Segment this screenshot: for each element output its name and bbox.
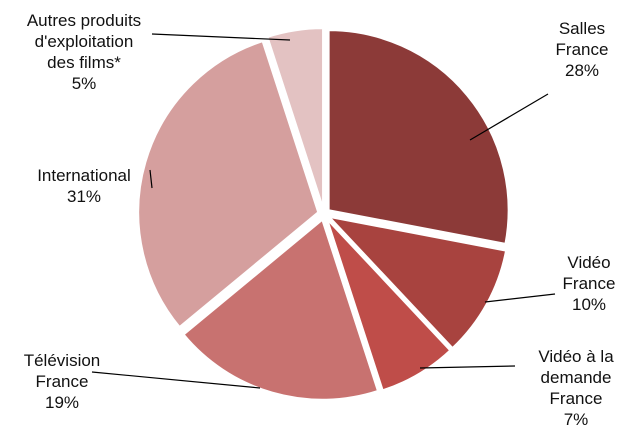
slice-label-line: 5% [72, 74, 97, 93]
slice-label-line: demande [541, 368, 612, 387]
slice-label-line: Télévision [24, 351, 101, 370]
slice-label-line: 7% [564, 410, 589, 429]
pie-slice-autres-produits [266, 27, 325, 209]
leader-line-video-france [484, 293, 556, 303]
pie-slice-video-france [326, 215, 508, 350]
leader-line-vod-france [419, 365, 516, 369]
pie-slice-vod-france [326, 218, 452, 392]
slice-label-line: France [556, 40, 609, 59]
slice-label-television-france: Télévision France 19% [24, 351, 101, 412]
slice-labels: Salles France 28% Vidéo France 10% Vidéo à la d… [24, 11, 616, 429]
pie-slices [137, 27, 510, 401]
leader-line-autres-produits [151, 33, 291, 41]
slice-label-salles-france: Salles France 28% [556, 19, 609, 80]
pie-slice-international [137, 39, 320, 329]
slice-label-line: des films* [47, 53, 121, 72]
slice-label-line: 10% [572, 295, 606, 314]
pie-slice-salles-france [327, 29, 510, 246]
slice-label-line: 31% [67, 187, 101, 206]
leader-line-international [149, 169, 153, 189]
leader-lines [91, 33, 556, 389]
slice-label-international: International 31% [37, 166, 131, 206]
pie-slice-television-france [182, 218, 380, 401]
slice-label-vod-france: Vidéo à la demande France 7% [538, 347, 614, 429]
slice-label-line: France [36, 372, 89, 391]
slice-label-autres-produits: Autres produits d'exploitation des films* 5… [27, 11, 141, 93]
slice-label-line: France [563, 274, 616, 293]
slice-label-line: Vidéo [567, 253, 610, 272]
slice-label-line: 28% [565, 61, 599, 80]
leader-line-salles-france [469, 93, 549, 141]
slice-label-line: International [37, 166, 131, 185]
slice-label-video-france: Vidéo France 10% [563, 253, 616, 314]
slice-label-line: d'exploitation [35, 32, 134, 51]
leader-line-television-france [91, 371, 261, 389]
slice-label-line: Vidéo à la [538, 347, 614, 366]
slice-label-line: 19% [45, 393, 79, 412]
slice-label-line: Salles [559, 19, 605, 38]
slice-label-line: Autres produits [27, 11, 141, 30]
slice-label-line: France [550, 389, 603, 408]
